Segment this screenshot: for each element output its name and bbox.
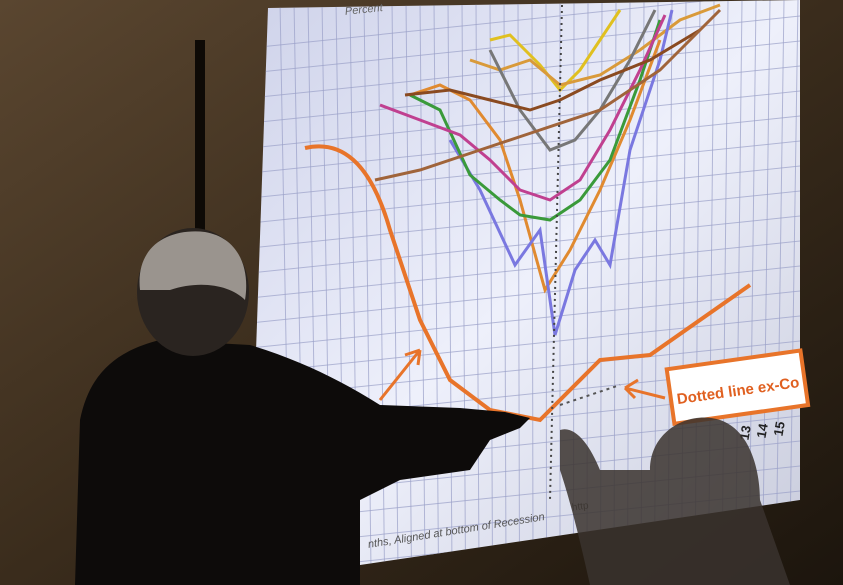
photo: Dotted line ex-Co Percent 13 14 15 nths,… — [0, 0, 843, 585]
x-tick-label: 15 — [771, 420, 788, 437]
screen-frame — [195, 40, 205, 240]
